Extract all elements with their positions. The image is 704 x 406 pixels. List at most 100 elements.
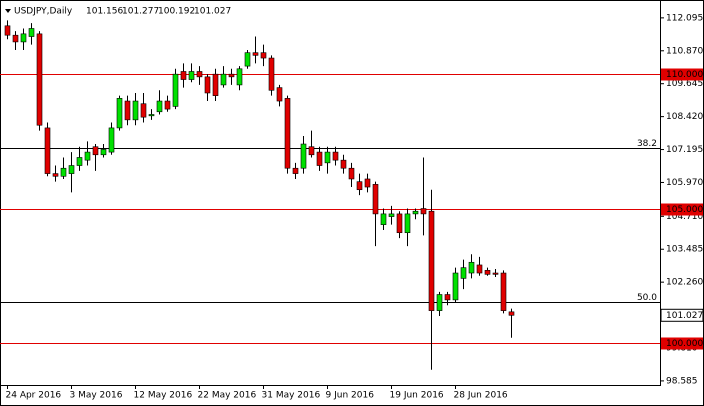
candle-body bbox=[356, 181, 363, 191]
candle-body bbox=[316, 151, 323, 166]
level-label: 105.000 bbox=[666, 205, 703, 215]
candle-body bbox=[244, 52, 251, 67]
candle-body bbox=[60, 167, 67, 177]
candle-body bbox=[292, 167, 299, 174]
header-low: 100.192 bbox=[158, 7, 195, 17]
candle-body bbox=[164, 100, 171, 110]
candle-body bbox=[444, 294, 451, 301]
candle-body bbox=[228, 73, 235, 78]
candle-body bbox=[148, 114, 155, 117]
x-tick-label: 28 Jun 2016 bbox=[454, 391, 508, 401]
candle-body bbox=[4, 25, 11, 36]
candle-body bbox=[348, 167, 355, 180]
candle-body bbox=[12, 34, 19, 43]
symbol: USDJPY,Daily bbox=[14, 7, 73, 17]
candle-body bbox=[380, 213, 387, 225]
candle-body bbox=[108, 127, 115, 153]
candle-body bbox=[332, 151, 339, 161]
last-price-label: 101.027 bbox=[666, 311, 703, 321]
candle-body bbox=[268, 57, 275, 91]
candle-body bbox=[476, 264, 483, 274]
candle-body bbox=[276, 87, 283, 102]
candle-body bbox=[220, 73, 227, 86]
candle-body bbox=[404, 213, 411, 234]
y-tick-label: 98.585 bbox=[666, 376, 698, 386]
level-label: 100.000 bbox=[666, 339, 703, 349]
candle-body bbox=[180, 71, 187, 80]
candle-body bbox=[388, 213, 395, 217]
candle-body bbox=[308, 146, 315, 156]
candle-body bbox=[284, 98, 291, 169]
last-price-box bbox=[660, 308, 704, 322]
candle-body bbox=[364, 178, 371, 188]
x-tick-label: 19 Jun 2016 bbox=[390, 391, 444, 401]
candle-body bbox=[76, 157, 83, 166]
candle-body bbox=[460, 267, 467, 279]
candle-body bbox=[36, 33, 43, 126]
candle-body bbox=[204, 76, 211, 94]
candle-body bbox=[20, 33, 27, 43]
header-open: 101.156 bbox=[86, 7, 123, 17]
candle-body bbox=[468, 261, 475, 274]
y-tick-label: 108.420 bbox=[666, 112, 703, 122]
candle-body bbox=[156, 100, 163, 113]
y-tick-label: 105.970 bbox=[666, 178, 703, 188]
candle-body bbox=[452, 272, 459, 301]
candle-body bbox=[508, 311, 515, 316]
level-label: 110.000 bbox=[666, 70, 703, 80]
x-tick-label: 12 May 2016 bbox=[134, 391, 193, 401]
candle-body bbox=[212, 73, 219, 96]
y-tick-label: 112.095 bbox=[666, 13, 703, 23]
candle-body bbox=[100, 149, 107, 156]
candle-body bbox=[196, 71, 203, 78]
level-box bbox=[661, 68, 703, 81]
candle-body bbox=[260, 52, 267, 59]
candle-body bbox=[28, 28, 35, 37]
candle-body bbox=[132, 100, 139, 121]
candle-body bbox=[116, 98, 123, 129]
candle-body bbox=[396, 213, 403, 234]
candle-body bbox=[428, 210, 435, 311]
candle-body bbox=[420, 208, 427, 215]
candle-body bbox=[124, 100, 131, 121]
candle-body bbox=[188, 71, 195, 80]
x-tick-label: 3 May 2016 bbox=[70, 391, 123, 401]
candle-body bbox=[500, 272, 507, 311]
y-tick-label: 104.710 bbox=[666, 212, 703, 222]
x-tick-label: 22 May 2016 bbox=[198, 391, 257, 401]
fib-label: 50.0 bbox=[637, 293, 657, 303]
candle-body bbox=[372, 184, 379, 215]
x-tick-label: 9 Jun 2016 bbox=[326, 391, 375, 401]
candle-body bbox=[236, 68, 243, 86]
header-high: 101.277 bbox=[122, 7, 159, 17]
header-close: 101.027 bbox=[194, 7, 231, 17]
level-box bbox=[661, 203, 703, 216]
candle-body bbox=[52, 173, 59, 177]
x-tick-label: 24 Apr 2016 bbox=[6, 391, 62, 401]
candle-body bbox=[340, 159, 347, 169]
candle-body bbox=[252, 52, 259, 56]
candle-body bbox=[68, 165, 75, 174]
candle-body bbox=[140, 103, 147, 118]
header-arrow bbox=[5, 9, 11, 13]
candle-body bbox=[492, 272, 499, 275]
level-box bbox=[661, 337, 703, 350]
candle-body bbox=[84, 151, 91, 161]
candle-body bbox=[484, 270, 491, 275]
candle-body bbox=[412, 210, 419, 215]
candle-body bbox=[172, 73, 179, 107]
y-tick-label: 103.485 bbox=[666, 245, 703, 255]
chart-header: USDJPY,Daily 101.156 101.277 100.192 101… bbox=[5, 7, 231, 17]
y-tick-label: 107.195 bbox=[666, 145, 703, 155]
candle-body bbox=[324, 151, 331, 164]
y-tick-label: 102.260 bbox=[666, 278, 703, 288]
candle-body bbox=[300, 143, 307, 169]
y-tick-label: 110.870 bbox=[666, 46, 703, 56]
fib-label: 38.2 bbox=[637, 139, 657, 149]
candle-body bbox=[92, 146, 99, 156]
y-tick-label: 109.645 bbox=[666, 79, 703, 89]
candle-body bbox=[44, 127, 51, 174]
x-tick-label: 31 May 2016 bbox=[262, 391, 321, 401]
